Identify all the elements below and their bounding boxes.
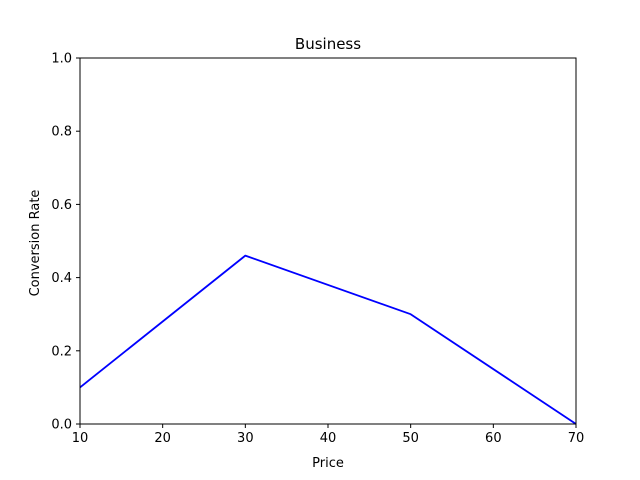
x-tick-label-4: 50 xyxy=(402,431,419,446)
y-tick-label-4: 0.8 xyxy=(51,125,72,140)
x-tick-label-0: 10 xyxy=(72,431,89,446)
y-tick-label-1: 0.2 xyxy=(51,344,72,359)
x-tick-label-5: 60 xyxy=(485,431,502,446)
y-tick-label-3: 0.6 xyxy=(51,198,72,213)
y-tick-label-5: 1.0 xyxy=(51,52,72,67)
chart-title: Business xyxy=(295,35,361,53)
y-tick-label-0: 0.0 xyxy=(51,418,72,433)
series-line-0 xyxy=(79,254,577,425)
y-tick-label-2: 0.4 xyxy=(51,271,72,286)
x-axis-label: Price xyxy=(312,456,344,471)
plot-area: 10 20 30 40 50 60 70 0.0 0.2 0.4 0.6 0.8 1.0 xyxy=(51,52,584,447)
y-axis-label: Conversion Rate xyxy=(28,190,43,297)
x-tick-label-1: 20 xyxy=(154,431,171,446)
x-tick-label-2: 30 xyxy=(237,431,254,446)
axes-frame xyxy=(79,57,577,425)
x-tick-label-6: 70 xyxy=(568,431,585,446)
x-tick-label-3: 40 xyxy=(320,431,337,446)
